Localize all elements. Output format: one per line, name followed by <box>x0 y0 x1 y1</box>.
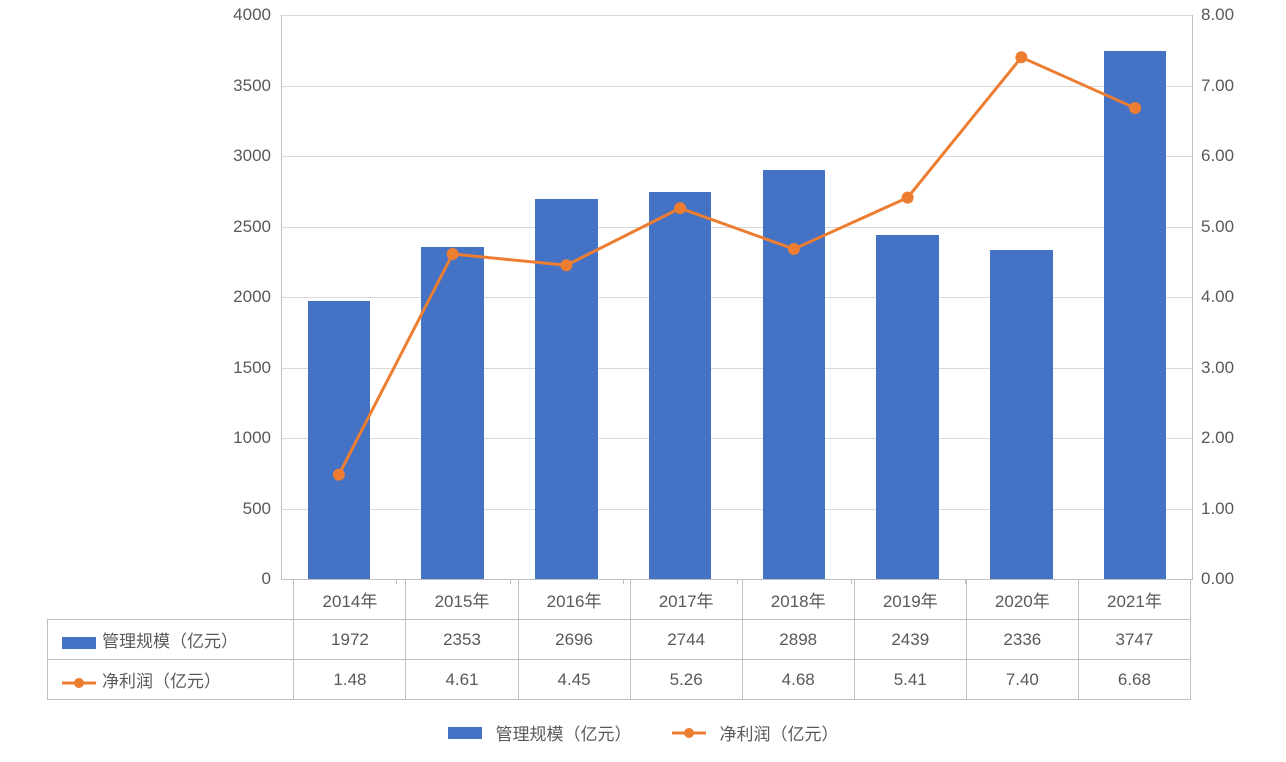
y-left-tick-label: 3500 <box>233 76 271 96</box>
legend-label: 净利润（亿元） <box>720 720 839 745</box>
y-left-tick-label: 4000 <box>233 5 271 25</box>
table-data-cell: 2696 <box>518 620 630 660</box>
table-data-cell: 5.41 <box>854 660 966 700</box>
line-marker <box>333 469 345 481</box>
y-right-tick-label: 1.00 <box>1201 499 1234 519</box>
y-left-tick-label: 500 <box>243 499 271 519</box>
line-marker <box>902 192 914 204</box>
line-marker <box>560 259 572 271</box>
table-legend-label: 管理规模（亿元） <box>102 632 238 651</box>
bar-swatch-icon <box>62 637 96 649</box>
y-right-tick-label: 4.00 <box>1201 287 1234 307</box>
table-category-header: 2016年 <box>518 580 630 620</box>
table-data-cell: 2744 <box>630 620 742 660</box>
y-left-tick-label: 2000 <box>233 287 271 307</box>
table-data-cell: 1.48 <box>294 660 406 700</box>
table-legend-label: 净利润（亿元） <box>102 672 221 691</box>
line-series <box>282 15 1192 579</box>
table-data-cell: 5.26 <box>630 660 742 700</box>
bottom-legend: 管理规模（亿元） 净利润（亿元） <box>0 720 1286 745</box>
table-row: 净利润（亿元） 1.484.614.455.264.685.417.406.68 <box>48 660 1191 700</box>
table-data-cell: 2898 <box>742 620 854 660</box>
table-data-cell: 2353 <box>406 620 518 660</box>
line-marker <box>1015 51 1027 63</box>
y-right-tick-label: 7.00 <box>1201 76 1234 96</box>
table-data-cell: 7.40 <box>966 660 1078 700</box>
table-category-header: 2018年 <box>742 580 854 620</box>
table-category-header: 2020年 <box>966 580 1078 620</box>
table-legend-cell: 管理规模（亿元） <box>48 620 294 660</box>
y-right-tick-label: 6.00 <box>1201 146 1234 166</box>
table-row: 管理规模（亿元） 19722353269627442898243923363747 <box>48 620 1191 660</box>
y-right-tick-label: 8.00 <box>1201 5 1234 25</box>
table-legend-cell: 净利润（亿元） <box>48 660 294 700</box>
plot-area <box>281 15 1193 580</box>
bar-swatch-icon <box>448 727 482 739</box>
y-left-tick-label: 3000 <box>233 146 271 166</box>
y-right-tick-label: 5.00 <box>1201 217 1234 237</box>
y-left-tick-label: 2500 <box>233 217 271 237</box>
table-data-cell: 4.68 <box>742 660 854 700</box>
table-blank-cell <box>48 580 294 620</box>
line-swatch-icon <box>672 726 706 740</box>
line-marker <box>674 202 686 214</box>
table-category-header: 2014年 <box>294 580 406 620</box>
combo-chart: 00.005001.0010002.0015003.0020004.002500… <box>0 0 1286 762</box>
table-data-cell: 3747 <box>1078 620 1190 660</box>
table-data-cell: 6.68 <box>1078 660 1190 700</box>
table-category-header: 2015年 <box>406 580 518 620</box>
table-data-cell: 4.45 <box>518 660 630 700</box>
y-right-tick-label: 2.00 <box>1201 428 1234 448</box>
table-data-cell: 2336 <box>966 620 1078 660</box>
table-data-cell: 1972 <box>294 620 406 660</box>
table-category-header: 2017年 <box>630 580 742 620</box>
y-left-tick-label: 1500 <box>233 358 271 378</box>
data-table: 2014年2015年2016年2017年2018年2019年2020年2021年… <box>47 579 1191 700</box>
y-right-tick-label: 0.00 <box>1201 569 1234 589</box>
line-marker <box>447 248 459 260</box>
y-right-tick-label: 3.00 <box>1201 358 1234 378</box>
line-marker <box>1129 102 1141 114</box>
legend-item: 净利润（亿元） <box>672 720 839 745</box>
table-data-cell: 2439 <box>854 620 966 660</box>
table-category-header: 2019年 <box>854 580 966 620</box>
legend-label: 管理规模（亿元） <box>496 720 632 745</box>
y-left-tick-label: 1000 <box>233 428 271 448</box>
table-category-header: 2021年 <box>1078 580 1190 620</box>
legend-item: 管理规模（亿元） <box>448 720 632 745</box>
table-data-cell: 4.61 <box>406 660 518 700</box>
line-marker <box>788 243 800 255</box>
line-swatch-icon <box>62 676 96 690</box>
